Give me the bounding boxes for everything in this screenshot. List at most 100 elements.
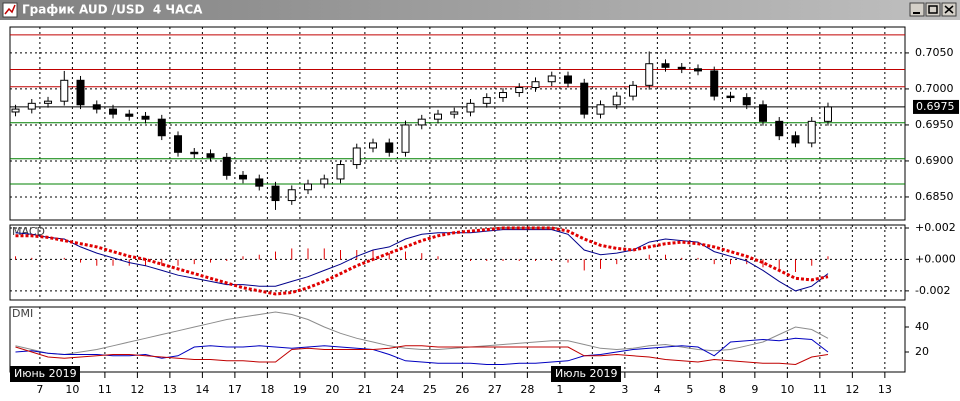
candle-body: [27, 102, 36, 110]
month-label-box: [551, 366, 621, 382]
candle-body: [125, 113, 134, 117]
candle-body: [206, 153, 215, 158]
y-tick-label: -0.002: [915, 284, 950, 297]
candle-body: [141, 115, 150, 120]
candle-body: [271, 185, 280, 202]
candle-body: [239, 174, 248, 180]
candle-body: [174, 135, 183, 153]
x-tick-label: 27: [488, 383, 502, 396]
month-labels: Июнь 2019 Июль 2019: [10, 366, 621, 382]
candle-body: [807, 120, 816, 144]
x-tick-label: 10: [65, 383, 79, 396]
x-tick-label: 17: [228, 383, 242, 396]
x-tick-label: 14: [195, 383, 209, 396]
window-title: График AUD /USD 4 ЧАСА: [22, 3, 203, 17]
candle-body: [742, 97, 751, 106]
x-tick-label: 11: [98, 383, 112, 396]
candle-body: [791, 135, 800, 144]
candle-body: [76, 79, 85, 106]
candle-body: [563, 75, 572, 84]
candle-body: [612, 95, 621, 106]
x-tick-label: 13: [163, 383, 177, 396]
panel: [9, 224, 906, 301]
x-tick-label: 3: [621, 383, 628, 396]
candle-body: [401, 124, 410, 153]
candle-body: [482, 97, 491, 104]
window-icon-glyph: [4, 4, 16, 15]
panel: [9, 26, 906, 221]
x-tick-label: 18: [260, 383, 274, 396]
panel: [9, 306, 906, 373]
candle-body: [92, 104, 101, 110]
x-tick-label: 28: [520, 383, 534, 396]
y-tick-label: 40: [915, 320, 929, 333]
y-tick-label: 0.6850: [915, 190, 954, 203]
y-tick-label: 0.6900: [915, 154, 954, 167]
last-price-box: [913, 99, 959, 114]
y-tick-label: +0.000: [915, 252, 956, 265]
series-line: [15, 345, 829, 366]
candle-body: [726, 95, 735, 99]
title-bar: [0, 0, 960, 20]
candle-body: [190, 151, 199, 155]
window-buttons: [909, 2, 957, 17]
candle-body: [255, 178, 264, 187]
y-tick-label: 0.7050: [915, 46, 954, 59]
candle-body: [287, 189, 296, 202]
chart-layer: 0.7050 0.7000 0.6950 0.6900 0.6850 0.6975 +0.0…: [9, 26, 959, 396]
minimize-button[interactable]: [909, 2, 925, 17]
candle-body: [44, 100, 53, 104]
candle-body: [157, 118, 166, 137]
candle-body: [693, 68, 702, 72]
candle-body: [466, 102, 475, 113]
x-tick-label: 10: [780, 383, 794, 396]
x-tick-label: 26: [455, 383, 469, 396]
candle-body: [661, 63, 670, 68]
x-tick-label: 21: [358, 383, 372, 396]
candle-body: [498, 92, 507, 99]
x-tick-label: 12: [130, 383, 144, 396]
candle-body: [304, 183, 313, 191]
candle-body: [417, 118, 426, 126]
candle-body: [434, 113, 443, 120]
candle-body: [580, 82, 589, 115]
x-tick-label: 19: [293, 383, 307, 396]
x-tick-label: 8: [719, 383, 726, 396]
month-label: Июнь 2019: [14, 367, 77, 380]
series-line: [15, 229, 829, 292]
month-label: Июль 2019: [555, 367, 618, 380]
x-tick-label: 12: [845, 383, 859, 396]
close-glyph: [944, 5, 954, 14]
candle-body: [758, 104, 767, 122]
panel-title: DMI: [12, 307, 33, 320]
series-line: [15, 311, 829, 356]
x-tick-label: 11: [813, 383, 827, 396]
candle-body: [677, 66, 686, 70]
x-tick-label: 5: [686, 383, 693, 396]
candle-body: [645, 63, 654, 86]
x-tick-label: 2: [589, 383, 596, 396]
candle-body: [775, 120, 784, 137]
candle-body: [628, 84, 637, 97]
x-tick-label: 20: [325, 383, 339, 396]
candle-body: [11, 108, 20, 113]
candle-body: [531, 81, 540, 88]
candle-body: [596, 104, 605, 115]
x-tick-label: 7: [36, 383, 43, 396]
month-label-box: [10, 366, 80, 382]
candle-body: [369, 142, 378, 149]
x-tick-label: 4: [654, 383, 661, 396]
y-tick-label: +0.002: [915, 221, 956, 234]
maximize-button[interactable]: [925, 2, 941, 17]
candle-body: [222, 156, 231, 176]
x-tick-label: 9: [751, 383, 758, 396]
x-tick-label: 13: [878, 383, 892, 396]
maximize-glyph: [928, 5, 938, 14]
candle-body: [450, 111, 459, 115]
candle-body: [385, 142, 394, 153]
y-tick-label: 0.6950: [915, 118, 954, 131]
candle-body: [710, 70, 719, 97]
y-tick-label: 20: [915, 345, 929, 358]
